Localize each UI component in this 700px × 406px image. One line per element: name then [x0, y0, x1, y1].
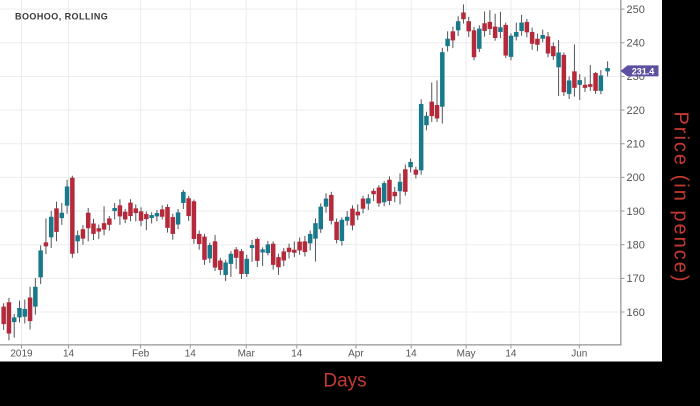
- svg-text:220: 220: [627, 105, 645, 117]
- svg-text:Apr: Apr: [348, 349, 364, 360]
- svg-text:240: 240: [627, 38, 645, 50]
- svg-text:14: 14: [63, 349, 75, 360]
- svg-text:250: 250: [627, 4, 645, 16]
- svg-text:200: 200: [627, 172, 645, 184]
- svg-text:180: 180: [627, 239, 645, 251]
- svg-text:190: 190: [627, 206, 645, 218]
- svg-text:BOOHOO, ROLLING: BOOHOO, ROLLING: [15, 11, 108, 21]
- svg-text:14: 14: [185, 349, 197, 360]
- svg-text:231.4: 231.4: [632, 66, 655, 76]
- svg-text:210: 210: [627, 139, 645, 151]
- svg-text:May: May: [457, 349, 476, 360]
- svg-text:Feb: Feb: [132, 349, 150, 360]
- svg-text:Mar: Mar: [238, 349, 256, 360]
- svg-text:14: 14: [291, 349, 303, 360]
- svg-text:14: 14: [505, 349, 517, 360]
- svg-text:160: 160: [627, 307, 645, 319]
- svg-text:Days: Days: [323, 371, 366, 392]
- svg-text:Price (in pence): Price (in pence): [670, 111, 692, 283]
- svg-text:170: 170: [627, 273, 645, 285]
- svg-text:14: 14: [406, 349, 418, 360]
- svg-text:Jun: Jun: [571, 349, 587, 360]
- svg-text:2019: 2019: [10, 349, 33, 360]
